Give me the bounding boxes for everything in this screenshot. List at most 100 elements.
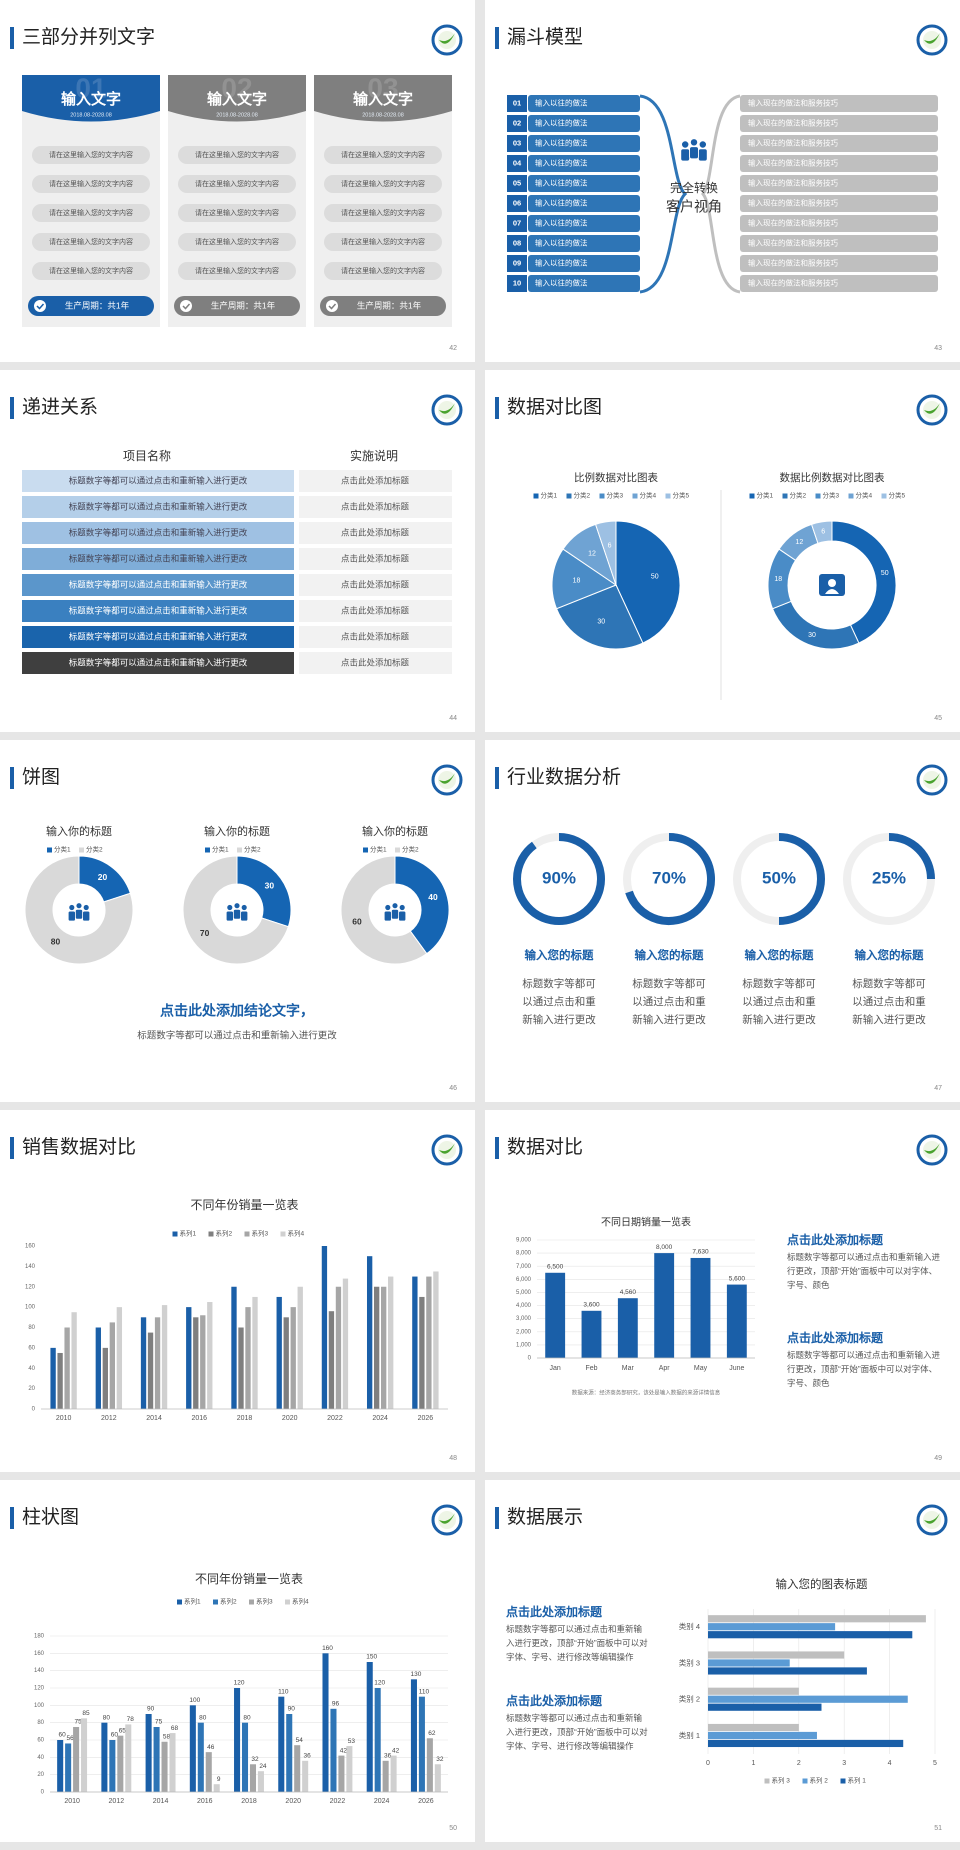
y-tick-label: 100	[25, 1305, 36, 1311]
value-label: 120	[374, 1680, 385, 1687]
value-label: 110	[419, 1688, 430, 1695]
item-text: 请在这里输入您的文字内容	[341, 179, 425, 188]
right-item	[740, 95, 938, 112]
title-accent	[495, 397, 499, 419]
legend-label: 系列2	[220, 1597, 237, 1606]
item-text: 标题数字等都可	[522, 977, 596, 990]
center-icon	[828, 579, 836, 587]
item-text: 以通过点击和重	[852, 995, 926, 1008]
row-text: 标题数字等都可以通过点击和重新输入进行更改	[69, 631, 248, 641]
item-pill	[32, 175, 150, 193]
bar	[238, 1327, 244, 1409]
item-text: 请在这里输入您的文字内容	[341, 208, 425, 217]
x-tick-label: 2012	[109, 1798, 125, 1805]
block-text: 标题数字等都可以通过点击和重新输入进行更改，顶部“开始”面板中可以对字体、字号、…	[506, 1713, 648, 1752]
value-label: 85	[82, 1710, 90, 1717]
footer-text: 生产周期：共1年	[211, 300, 276, 310]
block-text-box: 标题数字等都可以通过点击和重新输入进行更改，顶部“开始”面板中可以对字体、字号、…	[506, 1624, 648, 1662]
y-tick-label: 1,000	[516, 1342, 532, 1348]
logo-inner	[923, 771, 941, 789]
bar	[200, 1315, 206, 1409]
block-heading: 点击此处添加标题	[787, 1232, 884, 1247]
people-icon	[82, 910, 91, 922]
bar	[346, 1746, 353, 1792]
check-icon	[180, 300, 192, 312]
x-tick-label: 2024	[372, 1415, 388, 1422]
legend-swatch	[782, 493, 788, 499]
people-icon	[689, 146, 699, 160]
row-cell	[299, 574, 452, 596]
row-bar	[22, 600, 294, 622]
right-item-text: 输入现在的做法和服务技巧	[748, 197, 838, 207]
bar	[366, 1662, 373, 1792]
legend-swatch	[881, 493, 887, 499]
right-item-text: 输入现在的做法和服务技巧	[748, 237, 838, 247]
people-icon	[75, 908, 84, 920]
slide-title: 饼图	[22, 766, 60, 788]
legend-label: 分类5	[889, 491, 906, 500]
bar	[297, 1286, 303, 1409]
chart-title: 不同日期销量一览表	[601, 1216, 691, 1229]
bar	[373, 1286, 380, 1409]
legend-label: 分类1	[757, 491, 774, 500]
y-tick-label: 100	[34, 1703, 45, 1709]
value-label: 70	[200, 928, 210, 938]
value-label: 80	[103, 1714, 111, 1721]
y-tick-label: 120	[25, 1284, 36, 1290]
value-label: 24	[259, 1763, 267, 1770]
value-label: 42	[392, 1747, 400, 1754]
number-box	[507, 95, 527, 112]
value-label: 60	[352, 917, 362, 927]
item-number: 10	[513, 278, 521, 287]
x-tick-label: 3	[842, 1760, 846, 1767]
right-item	[740, 135, 938, 152]
value-label: 12	[588, 550, 596, 557]
legend-swatch	[749, 493, 755, 499]
value-label: 100	[189, 1697, 200, 1704]
value-label: 58	[163, 1733, 171, 1740]
legend-swatch	[208, 1231, 214, 1237]
legend-label: 系列4	[288, 1229, 305, 1238]
slide-title: 三部分并列文字	[22, 26, 155, 48]
bar	[330, 1708, 337, 1792]
item-number: 02	[513, 118, 521, 127]
value-label: 12	[795, 539, 803, 546]
bar	[374, 1688, 381, 1792]
bar	[426, 1276, 432, 1409]
value-label: 4,560	[620, 1289, 637, 1296]
bar	[342, 1278, 349, 1409]
value-label: 150	[366, 1654, 377, 1661]
bar	[71, 1312, 77, 1409]
bar	[708, 1731, 817, 1740]
row-note: 点击此处添加标题	[341, 475, 410, 485]
item-text: 请在这里输入您的文字内容	[49, 266, 133, 275]
x-tick-label: 0	[706, 1760, 710, 1767]
item-pill	[178, 175, 296, 193]
logo-swoosh	[439, 403, 455, 414]
bar	[410, 1679, 417, 1792]
bar	[322, 1653, 329, 1792]
row-bar	[22, 496, 294, 518]
bar	[617, 1298, 638, 1358]
right-item	[740, 255, 938, 272]
pie-slice	[236, 855, 292, 928]
ring-arc	[778, 833, 825, 925]
people-icon	[82, 904, 90, 911]
bar	[418, 1696, 425, 1792]
left-item-text: 输入以往的做法	[535, 117, 588, 127]
y-tick-label: 0	[528, 1356, 532, 1362]
y-tick-label: 60	[28, 1345, 35, 1351]
value-label: 6	[821, 529, 825, 536]
people-icon	[240, 910, 249, 922]
item-heading: 输入您的标题	[745, 948, 814, 962]
legend-label: 系列 2	[810, 1776, 829, 1785]
y-tick-label: 120	[34, 1686, 45, 1692]
legend-swatch	[632, 493, 638, 499]
value-label: 54	[296, 1737, 304, 1744]
right-item	[740, 235, 938, 252]
item-number: 05	[513, 178, 521, 187]
bar	[147, 1332, 154, 1409]
people-icon	[233, 902, 241, 910]
right-item-text: 输入现在的做法和服务技巧	[748, 157, 838, 167]
